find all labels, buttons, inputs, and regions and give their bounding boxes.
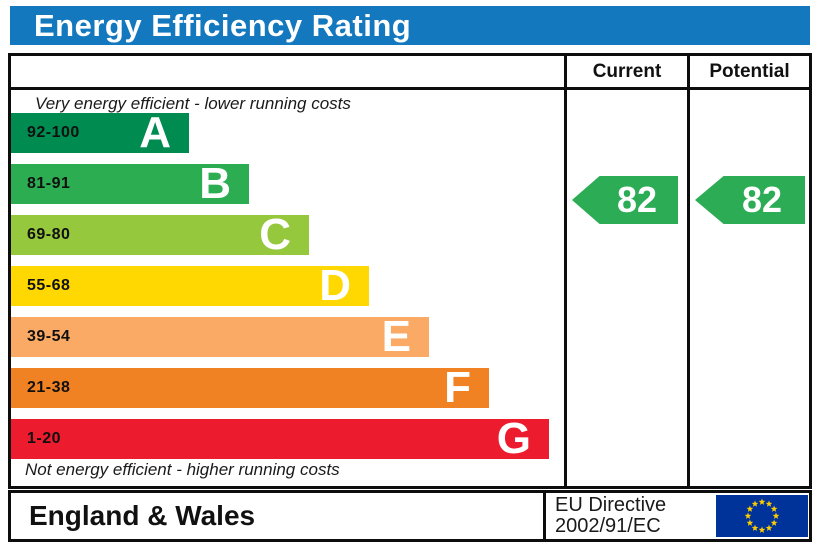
band-letter: E <box>381 312 411 361</box>
top-note: Very energy efficient - lower running co… <box>35 94 351 113</box>
band-row-D: 55-68 D <box>11 261 369 310</box>
band-letter: A <box>139 108 171 157</box>
header-divider <box>11 87 809 90</box>
column-divider-current <box>564 56 567 486</box>
eu-flag-icon <box>716 495 808 537</box>
band-row-G: 1-20 G <box>11 414 549 463</box>
band-range-label: 39-54 <box>27 328 71 345</box>
band-row-E: 39-54 E <box>11 312 429 361</box>
band-letter: F <box>444 363 471 412</box>
band-range-label: 1-20 <box>27 430 62 447</box>
potential-rating-arrow: 82 <box>695 176 805 224</box>
band-row-C: 69-80 C <box>11 210 309 259</box>
title-bar: Energy Efficiency Rating <box>10 6 810 45</box>
band-range-label: 81-91 <box>27 175 71 192</box>
column-divider-potential <box>687 56 690 486</box>
footer-bar: England & Wales EU Directive 2002/91/EC <box>8 490 812 542</box>
footer-divider <box>543 493 546 539</box>
region-label: England & Wales <box>29 500 256 531</box>
band-letter: G <box>496 414 531 463</box>
band-range-label: 69-80 <box>27 226 71 243</box>
band-row-A: 92-100 A <box>11 108 189 157</box>
page-title: Energy Efficiency Rating <box>34 7 412 43</box>
eu-directive-label: EU Directive 2002/91/EC <box>555 495 713 537</box>
potential-column-header: Potential <box>709 60 790 82</box>
band-range-label: 55-68 <box>27 277 71 294</box>
band-range-label: 92-100 <box>27 124 80 141</box>
bottom-note: Not energy efficient - higher running co… <box>25 460 340 479</box>
current-rating-value: 82 <box>616 179 658 220</box>
rating-table: Current Potential Very energy efficient … <box>8 53 812 489</box>
band-range-label: 21-38 <box>27 379 71 396</box>
current-rating-arrow: 82 <box>572 176 678 224</box>
eu-directive-line1: EU Directive <box>555 494 667 516</box>
potential-rating-value: 82 <box>741 179 783 220</box>
band-row-B: 81-91 B <box>11 159 249 208</box>
band-row-F: 21-38 F <box>11 363 489 412</box>
current-column-header: Current <box>592 60 662 82</box>
band-letter: C <box>259 210 291 259</box>
eu-directive-line2: 2002/91/EC <box>555 515 661 537</box>
band-letter: B <box>199 159 231 208</box>
band-letter: D <box>319 261 351 310</box>
